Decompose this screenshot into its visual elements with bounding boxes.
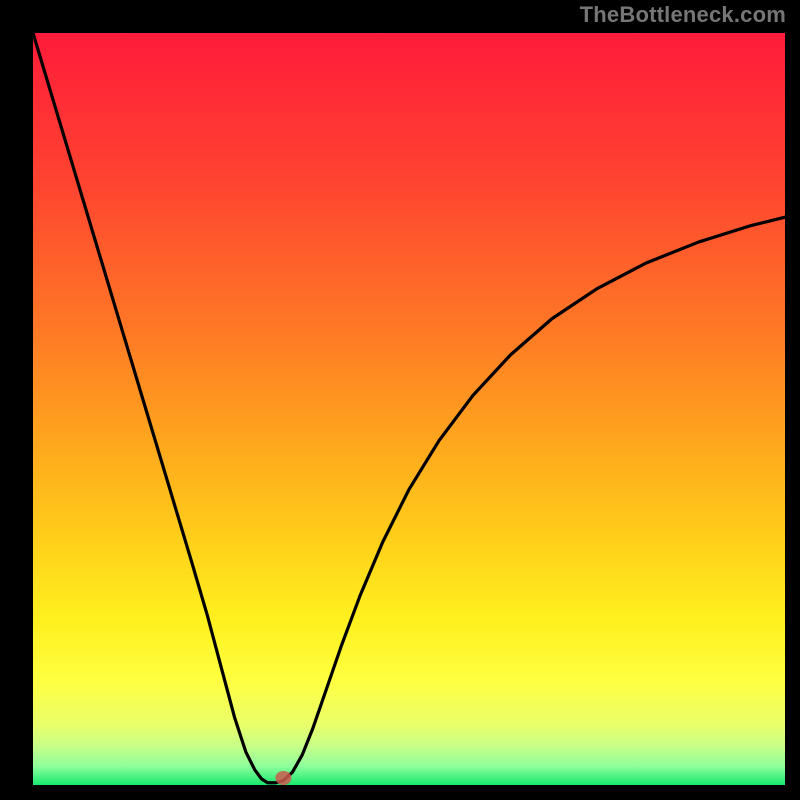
chart-stage: TheBottleneck.com: [0, 0, 800, 800]
bottleneck-curve: [33, 33, 785, 783]
chart-svg: [33, 33, 785, 785]
watermark-text: TheBottleneck.com: [580, 2, 786, 28]
optimal-point-marker: [275, 771, 291, 785]
plot-area: [33, 33, 785, 785]
